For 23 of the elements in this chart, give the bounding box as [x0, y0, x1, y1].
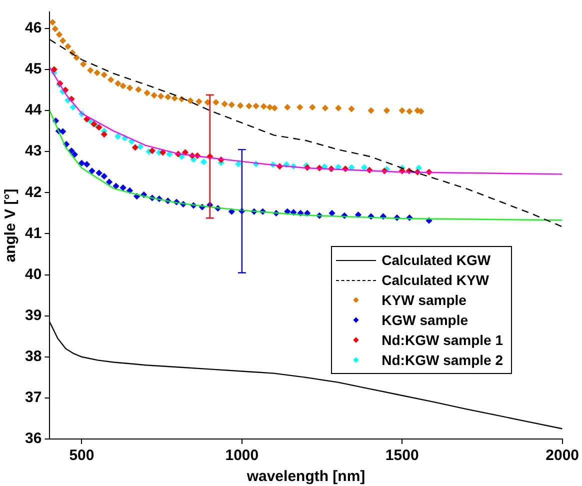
y-tick-label: 46 [24, 20, 42, 37]
legend-label: KGW sample [382, 312, 468, 328]
x-tick-label: 1500 [385, 447, 419, 464]
y-tick-label: 39 [24, 306, 42, 324]
legend-label: Calculated KYW [382, 272, 489, 288]
legend-label: Calculated KGW [382, 252, 491, 268]
y-tick-label: 43 [24, 142, 42, 160]
x-axis-title: wavelength [nm] [246, 468, 366, 486]
y-tick-label: 44 [24, 102, 42, 119]
y-tick-label: 37 [24, 389, 42, 406]
y-tick-label: 36 [24, 430, 42, 448]
x-tick-label: 1000 [225, 447, 259, 464]
y-tick-label: 40 [24, 266, 42, 283]
x-tick-label: 500 [69, 447, 94, 464]
legend-label: KYW sample [382, 292, 466, 308]
y-tick-label: 38 [24, 348, 42, 366]
y-tick-label: 42 [24, 184, 42, 201]
y-tick-label: 41 [24, 224, 42, 242]
y-axis-title: angle V [°] [2, 188, 20, 262]
legend-label: Nd:KGW sample 1 [382, 332, 503, 348]
legend-label: Nd:KGW sample 2 [382, 352, 503, 368]
y-tick-label: 45 [24, 60, 42, 78]
x-tick-label: 2000 [546, 447, 580, 464]
